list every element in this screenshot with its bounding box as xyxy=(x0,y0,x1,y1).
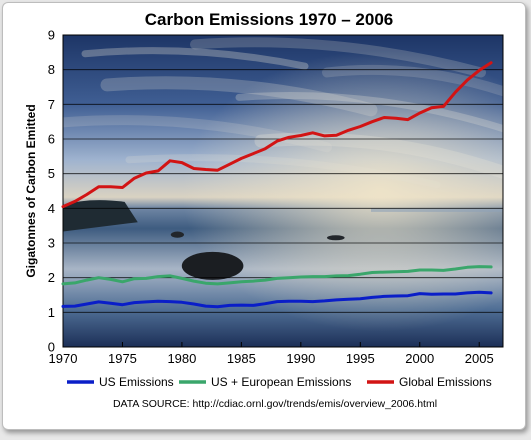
x-axis-ticks: 1970 1975 1980 1985 1990 1995 2000 2005 xyxy=(49,342,494,366)
boulder xyxy=(181,251,244,280)
x-tick-label: 1985 xyxy=(227,351,256,366)
cloud-streak xyxy=(100,76,378,117)
data-source-note: DATA SOURCE: http://cdiac.ornl.gov/trend… xyxy=(113,398,437,410)
y-tick-label: 1 xyxy=(48,305,55,320)
small-rock xyxy=(327,235,345,241)
distant-island xyxy=(371,208,503,212)
x-tick-label: 1995 xyxy=(346,351,375,366)
x-tick-label: 2005 xyxy=(465,351,494,366)
cloud-streak xyxy=(190,37,486,78)
cloud-streak xyxy=(235,91,503,133)
x-tick-label: 1975 xyxy=(108,351,137,366)
legend: US Emissions US + European Emissions Globa… xyxy=(67,375,492,389)
y-axis-label: Gigatonnes of Carbon Emitted xyxy=(24,104,38,277)
x-tick-label: 1990 xyxy=(286,351,315,366)
y-tick-label: 4 xyxy=(48,201,55,216)
y-tick-label: 9 xyxy=(48,28,55,43)
x-tick-label: 1970 xyxy=(49,351,78,366)
cloud-streak xyxy=(125,154,441,189)
y-axis-ticks: 0 1 2 3 4 5 6 7 8 9 xyxy=(48,28,55,355)
series-line-us-european-emissions xyxy=(61,265,493,286)
y-tick-label: 8 xyxy=(48,62,55,77)
series-line-global-emissions xyxy=(61,61,493,209)
x-tick-label: 2000 xyxy=(405,351,434,366)
y-tick-label: 5 xyxy=(48,166,55,181)
series-line-us-emissions xyxy=(61,290,493,309)
series-lines xyxy=(61,61,493,309)
cloud-streak xyxy=(81,47,309,70)
plot-frame xyxy=(62,34,504,348)
carbon-emissions-chart: Carbon Emissions 1970 – 2006 0123456789 … xyxy=(24,10,504,410)
legend-label: Global Emissions xyxy=(399,375,492,389)
y-tick-label: 0 xyxy=(48,340,55,355)
cloud-streak xyxy=(322,64,503,97)
y-tick-label: 3 xyxy=(48,236,55,251)
y-tick-label: 6 xyxy=(48,132,55,147)
y-tick-label: 2 xyxy=(48,270,55,285)
legend-label: US + European Emissions xyxy=(211,375,351,389)
y-tick-label: 7 xyxy=(48,97,55,112)
chart-title: Carbon Emissions 1970 – 2006 xyxy=(145,10,394,29)
legend-label: US Emissions xyxy=(99,375,174,389)
x-tick-label: 1980 xyxy=(167,351,196,366)
small-rock xyxy=(170,231,184,238)
